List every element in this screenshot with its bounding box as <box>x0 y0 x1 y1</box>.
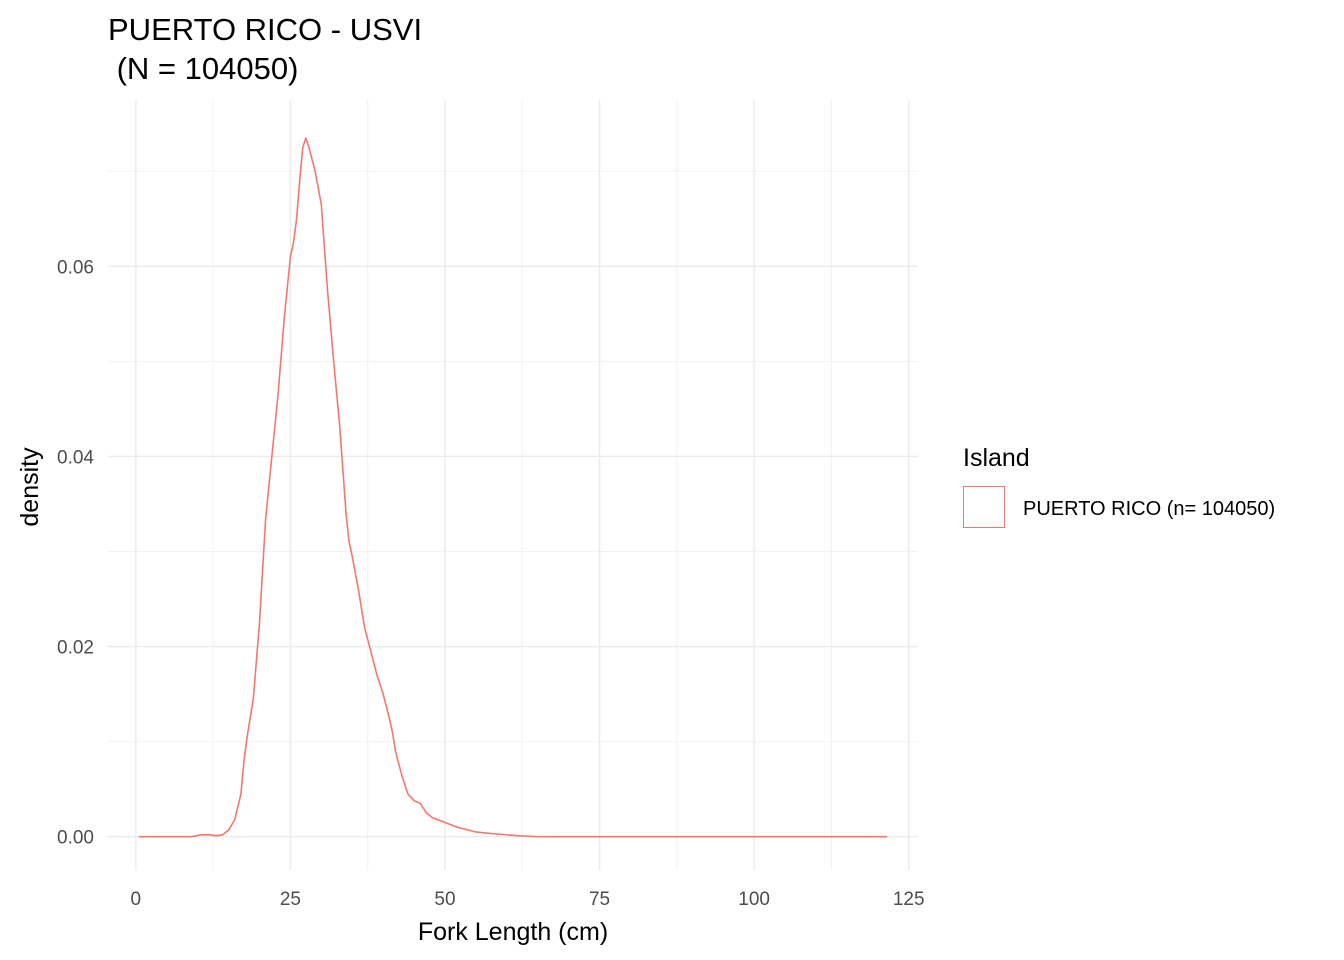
x-tick-label: 125 <box>893 889 925 910</box>
x-tick-label: 75 <box>589 889 610 910</box>
series-layer <box>138 137 888 838</box>
x-axis-title: Fork Length (cm) <box>418 918 608 946</box>
x-tick-label: 50 <box>434 889 455 910</box>
y-tick-label: 0.04 <box>57 447 94 468</box>
x-tick-label: 25 <box>280 889 301 910</box>
legend-key <box>963 486 1005 528</box>
chart-subtitle: (N = 104050) <box>108 51 299 86</box>
x-axis-ticks: 0 25 50 75 100 125 <box>131 889 925 910</box>
legend-title: Island <box>963 444 1030 472</box>
y-tick-label: 0.00 <box>57 828 94 849</box>
grid-major <box>108 100 918 870</box>
chart-title: PUERTO RICO - USVI <box>108 12 423 47</box>
density-line <box>138 137 888 838</box>
grid-minor <box>108 100 918 870</box>
x-tick-label: 0 <box>131 889 142 910</box>
y-tick-label: 0.06 <box>57 257 94 278</box>
legend-label: PUERTO RICO (n= 104050) <box>1023 498 1276 520</box>
y-axis-title: density <box>16 447 44 527</box>
y-axis-ticks: 0.00 0.02 0.04 0.06 <box>57 257 94 848</box>
x-tick-label: 100 <box>738 889 770 910</box>
y-tick-label: 0.02 <box>57 638 94 659</box>
